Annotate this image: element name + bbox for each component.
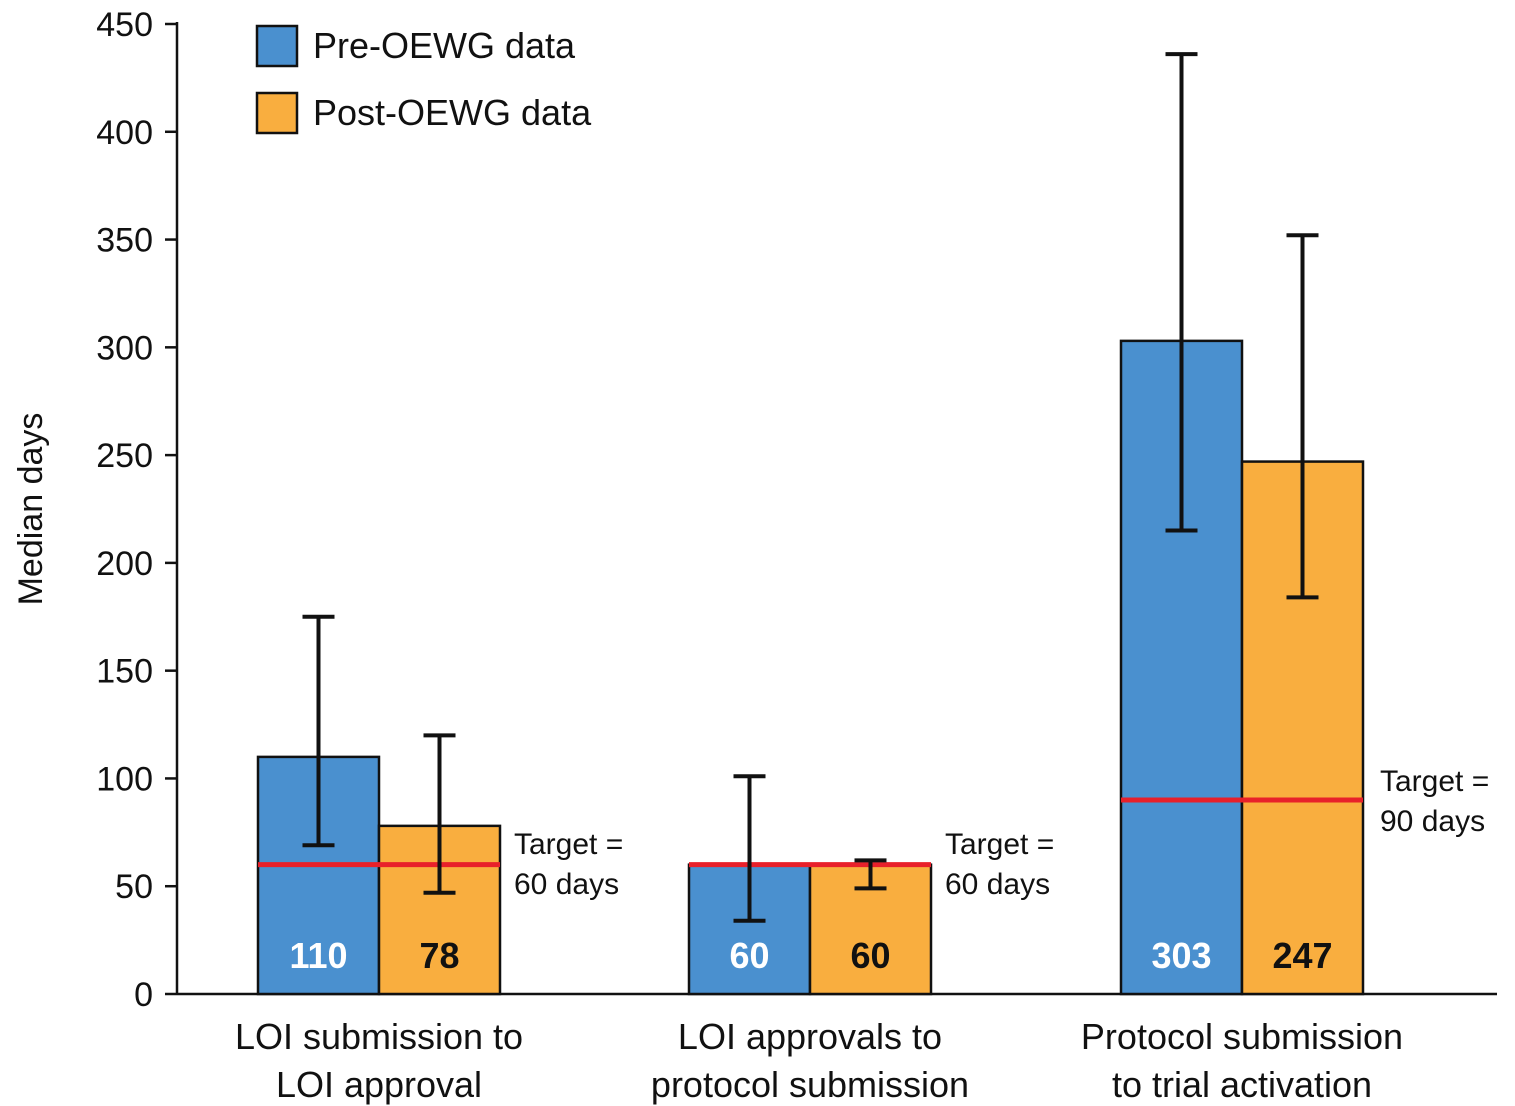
x-category-label: LOI submission to <box>235 1016 523 1057</box>
x-category-label: to trial activation <box>1112 1064 1372 1105</box>
error-bar-pre-2 <box>1165 52 1198 533</box>
y-tick-label: 150 <box>96 653 153 691</box>
x-category-label: protocol submission <box>651 1064 969 1105</box>
y-tick-label: 100 <box>96 760 153 798</box>
bar-value-label: 78 <box>419 935 459 976</box>
y-tick-label: 200 <box>96 545 153 583</box>
legend-swatch <box>255 24 299 68</box>
y-tick-label: 350 <box>96 222 153 260</box>
error-bar-post-1 <box>854 858 887 891</box>
target-label: Target = <box>514 828 623 861</box>
target-label: 60 days <box>514 868 619 901</box>
bar-value-label: 110 <box>289 935 347 976</box>
legend-item-pre: Pre-OEWG data <box>255 24 576 68</box>
y-tick-label: 400 <box>96 114 153 152</box>
bar-value-label: 247 <box>1272 935 1332 976</box>
y-tick-label: 300 <box>96 329 153 367</box>
error-bar-post-0 <box>423 733 456 895</box>
target-label: Target = <box>945 828 1054 861</box>
legend-item-post: Post-OEWG data <box>255 91 592 135</box>
error-bar-pre-1 <box>733 774 766 923</box>
target-label: 60 days <box>945 868 1050 901</box>
bar-value-label: 60 <box>729 935 769 976</box>
legend-label: Pre-OEWG data <box>313 25 576 66</box>
y-axis-title: Median days <box>12 413 50 606</box>
legend-label: Post-OEWG data <box>313 92 592 133</box>
y-tick-label: 0 <box>134 976 153 1014</box>
y-tick-label: 450 <box>96 6 153 44</box>
x-category-label: Protocol submission <box>1081 1016 1403 1057</box>
target-label: 90 days <box>1380 805 1485 838</box>
y-tick-label: 250 <box>96 437 153 475</box>
bar-value-label: 303 <box>1151 935 1211 976</box>
y-tick-label: 50 <box>115 868 153 906</box>
bar-value-label: 60 <box>850 935 890 976</box>
target-label: Target = <box>1380 765 1489 798</box>
error-bar-post-2 <box>1286 233 1319 600</box>
x-category-label: LOI approval <box>276 1064 482 1105</box>
legend-swatch <box>255 91 299 135</box>
error-bar-pre-0 <box>302 614 335 848</box>
x-category-label: LOI approvals to <box>678 1016 942 1057</box>
